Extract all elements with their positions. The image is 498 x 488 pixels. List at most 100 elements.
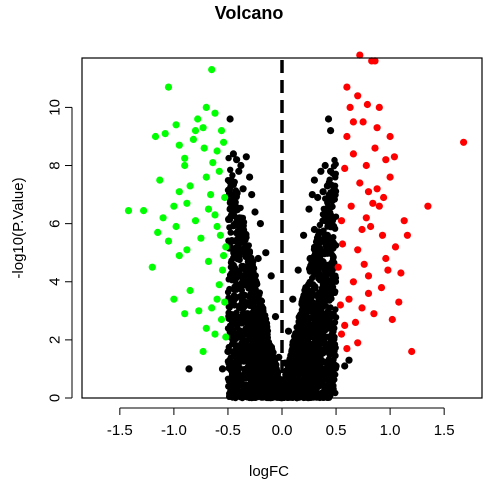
down-point <box>217 127 226 135</box>
ns-cloud-point <box>264 333 271 341</box>
up-point <box>380 193 388 202</box>
ns-point <box>240 234 248 242</box>
ns-cloud-point <box>250 309 257 316</box>
y-tick-label: 8 <box>47 161 64 169</box>
ns-cloud-point <box>324 199 331 206</box>
up-point <box>386 173 394 181</box>
ns-cloud-point <box>237 204 244 212</box>
up-point <box>354 92 362 100</box>
ns-point <box>267 272 275 280</box>
ns-cloud-point <box>295 313 303 320</box>
ns-cloud-point <box>316 221 324 229</box>
ns-cloud-point <box>332 160 339 168</box>
up-point <box>388 315 396 324</box>
up-point <box>351 318 360 326</box>
ns-cloud-point <box>261 355 268 362</box>
down-point <box>202 324 210 332</box>
ns-point <box>316 336 324 344</box>
ns-cloud-point <box>225 365 232 372</box>
down-point <box>154 228 162 236</box>
ns-point <box>228 237 236 245</box>
ns-point <box>242 153 250 161</box>
ns-cloud-point <box>328 330 336 337</box>
ns-cloud-point <box>282 374 289 381</box>
up-point <box>363 100 371 109</box>
up-point <box>395 298 403 306</box>
down-point <box>215 281 223 289</box>
ns-cloud-point <box>235 267 242 275</box>
ns-point <box>256 220 264 228</box>
down-point <box>199 124 207 132</box>
ns-cloud-point <box>253 279 260 286</box>
ns-cloud-point <box>303 309 310 316</box>
up-point <box>341 164 349 172</box>
ns-cloud-point <box>245 385 252 392</box>
ns-point <box>235 167 243 175</box>
ns-cloud-point <box>307 354 314 361</box>
ns-cloud-point <box>225 154 232 162</box>
ns-cloud-point <box>246 302 253 309</box>
down-point <box>156 176 164 184</box>
up-point <box>400 217 408 225</box>
ns-cloud-point <box>238 313 245 321</box>
up-point <box>359 118 367 126</box>
ns-cloud-point <box>261 318 269 326</box>
ns-cloud-point <box>232 207 239 214</box>
ns-cloud-point <box>234 320 241 327</box>
ns-point <box>327 127 335 135</box>
ns-cloud-point <box>245 335 253 343</box>
ns-cloud-point <box>316 347 323 354</box>
y-tick-label: 4 <box>47 278 64 286</box>
ns-point <box>302 284 310 292</box>
up-point <box>382 254 390 263</box>
ns-point <box>328 289 336 297</box>
ns-cloud-point <box>320 322 327 329</box>
ns-cloud-point <box>244 394 251 401</box>
ns-cloud-point <box>329 335 337 342</box>
ns-cloud-point <box>247 263 254 270</box>
ns-cloud-point <box>247 379 254 386</box>
ns-cloud-point <box>330 239 337 246</box>
up-point <box>349 278 357 286</box>
ns-cloud-point <box>255 331 263 338</box>
down-point <box>164 83 173 91</box>
ns-cloud-point <box>238 262 245 270</box>
down-point <box>161 130 169 138</box>
ns-cloud-point <box>247 330 254 337</box>
ns-cloud-point <box>324 242 332 249</box>
down-point <box>222 243 230 251</box>
ns-point <box>291 347 299 356</box>
x-axis-label: logFC <box>248 463 289 480</box>
ns-cloud-point <box>289 372 297 379</box>
ns-point <box>300 388 308 396</box>
ns-cloud-point <box>245 352 252 359</box>
ns-cloud-point <box>228 372 236 379</box>
ns-point <box>310 176 318 184</box>
ns-cloud-point <box>309 333 316 341</box>
ns-cloud-point <box>249 315 256 322</box>
ns-cloud-point <box>224 177 232 184</box>
up-point <box>362 214 370 222</box>
ns-point <box>310 225 318 234</box>
up-point <box>384 266 392 274</box>
down-point <box>175 141 183 149</box>
down-point <box>189 135 197 143</box>
down-point <box>124 207 133 215</box>
y-tick-label: 2 <box>47 336 64 344</box>
ns-point <box>256 385 264 393</box>
down-point <box>208 66 216 74</box>
down-point <box>175 252 183 260</box>
down-point <box>194 115 202 123</box>
ns-cloud-point <box>225 186 233 193</box>
ns-cloud-point <box>302 346 309 353</box>
ns-cloud-point <box>311 243 318 251</box>
ns-cloud-point <box>257 350 265 358</box>
ns-cloud-point <box>232 187 239 194</box>
ns-cloud-point <box>245 342 253 349</box>
down-point <box>207 191 215 199</box>
up-point <box>364 272 373 280</box>
ns-cloud-point <box>328 278 336 285</box>
ns-point <box>251 208 259 216</box>
ns-cloud-point <box>304 337 312 344</box>
